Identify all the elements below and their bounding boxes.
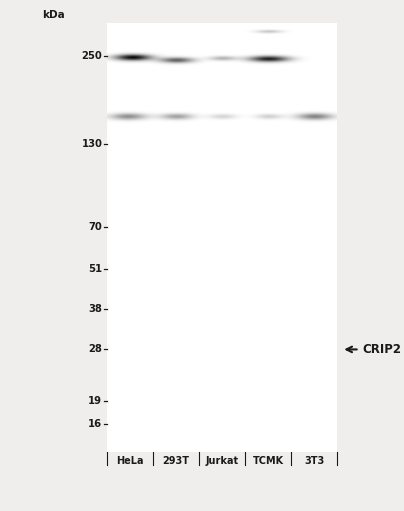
Text: 3T3: 3T3 [304,456,324,467]
Text: 293T: 293T [163,456,189,467]
Text: 70: 70 [88,222,102,231]
Text: 16: 16 [88,420,102,429]
Text: HeLa: HeLa [116,456,144,467]
Text: 28: 28 [88,344,102,355]
Text: TCMK: TCMK [252,456,284,467]
Text: CRIP2: CRIP2 [363,343,402,356]
Text: Jurkat: Jurkat [206,456,239,467]
Text: 250: 250 [82,51,102,61]
Text: 51: 51 [88,264,102,274]
Text: 19: 19 [88,397,102,406]
Text: 130: 130 [81,138,102,149]
Text: 38: 38 [88,304,102,314]
Text: kDa: kDa [42,10,65,20]
